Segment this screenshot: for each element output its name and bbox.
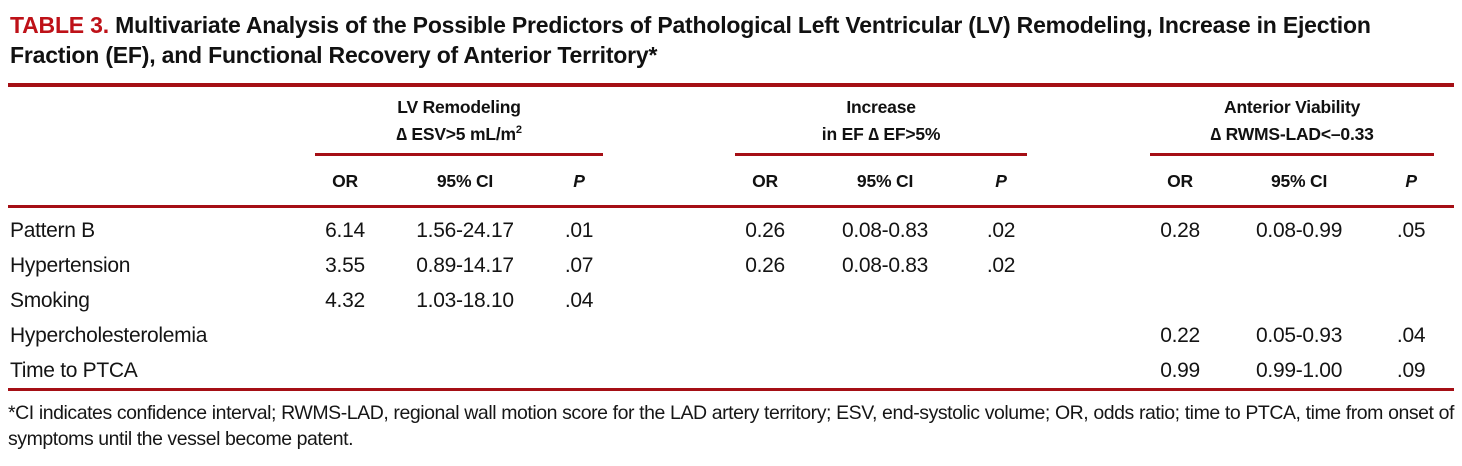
row-label: Time to PTCA: [10, 358, 138, 382]
bottom-rule: [8, 387, 1454, 391]
cell-p: [535, 318, 623, 353]
row-label: Hypertension: [10, 253, 131, 277]
cell-or: 0.26: [745, 253, 785, 277]
column-header-row: OR 95% CI P OR 95% CI P OR 95% CI P: [8, 155, 1455, 208]
cell-ci: 1.56-24.17: [416, 218, 514, 242]
cell-gap: [1047, 353, 1130, 388]
table-row-hypercholesterolemia: Hypercholesterolemia 0.22 0.05-0.93 .04: [8, 318, 1454, 353]
col-header-p-3: P: [1368, 155, 1455, 208]
table-number: TABLE 3.: [10, 12, 109, 38]
group-header-spacer: [8, 87, 295, 156]
footnote: *CI indicates confidence interval; RWMS-…: [8, 401, 1454, 450]
cell-or: [715, 283, 815, 318]
col-header-or-1: OR: [295, 155, 395, 208]
group-header-lv-remodeling: LV Remodeling ∆ ESV>5 mL/m2: [295, 87, 623, 156]
cell-gap: [623, 283, 715, 318]
col-header-or-3: OR: [1130, 155, 1231, 208]
col-header-p-1: P: [535, 155, 624, 208]
cell-or: [715, 318, 815, 353]
cell-or: [1130, 248, 1230, 283]
group-header-increase-ef: Increase in EF ∆ EF>5%: [715, 87, 1047, 156]
group-header-row: LV Remodeling ∆ ESV>5 mL/m2 Increase in …: [8, 87, 1454, 156]
group-header-anterior-viability: Anterior Viability ∆ RWMS-LAD<–0.33: [1130, 87, 1454, 156]
cell-ci: 0.08-0.99: [1256, 218, 1343, 242]
cell-or: [1130, 283, 1230, 318]
cell-p: [955, 353, 1047, 388]
cell-ci: 0.99-1.00: [1256, 358, 1343, 382]
group-title-increase-ef: Increase in EF ∆ EF>5%: [821, 97, 941, 144]
cell-or: 3.55: [325, 253, 365, 277]
cell-p: [1368, 248, 1454, 283]
cell-gap: [623, 206, 715, 248]
cell-p: .07: [564, 253, 594, 277]
cell-p: .09: [1396, 358, 1426, 382]
cell-ci: 0.05-0.93: [1256, 323, 1343, 347]
group-gap: [1047, 87, 1130, 156]
table-title: TABLE 3. Multivariate Analysis of the Po…: [8, 10, 1410, 70]
column-gap: [623, 155, 716, 208]
group-underline-2: [735, 152, 1028, 156]
cell-gap: [1047, 248, 1130, 283]
cell-ci: 1.03-18.10: [416, 288, 514, 312]
group-gap: [623, 87, 715, 156]
top-rule: [8, 83, 1454, 87]
cell-ci: [815, 353, 955, 388]
col-header-ci-1: 95% CI: [395, 155, 535, 208]
column-header-spacer: [8, 155, 295, 208]
col-header-ci-3: 95% CI: [1230, 155, 1369, 208]
cell-or: [295, 318, 395, 353]
cell-gap: [1047, 318, 1130, 353]
column-gap: [1047, 155, 1131, 208]
cell-p: .01: [564, 218, 594, 242]
cell-p: .02: [986, 218, 1016, 242]
cell-gap: [1047, 283, 1130, 318]
table-title-text: Multivariate Analysis of the Possible Pr…: [10, 12, 1371, 68]
cell-or: 0.22: [1160, 323, 1200, 347]
cell-or: 0.28: [1160, 218, 1200, 242]
cell-ci: [1230, 248, 1368, 283]
cell-ci: [395, 353, 535, 388]
group-underline-3: [1150, 152, 1435, 156]
cell-gap: [1047, 206, 1130, 248]
cell-ci: 0.89-14.17: [416, 253, 514, 277]
cell-or: [715, 353, 815, 388]
group-title-anterior-viability: Anterior Viability ∆ RWMS-LAD<–0.33: [1210, 97, 1374, 144]
cell-ci: 0.08-0.83: [842, 218, 929, 242]
data-table: LV Remodeling ∆ ESV>5 mL/m2 Increase in …: [8, 87, 1455, 388]
cell-gap: [623, 248, 715, 283]
cell-ci: [395, 318, 535, 353]
cell-gap: [623, 318, 715, 353]
cell-or: 0.26: [745, 218, 785, 242]
cell-ci: [815, 283, 955, 318]
cell-ci: [815, 318, 955, 353]
cell-ci: 0.08-0.83: [842, 253, 929, 277]
cell-p: [535, 353, 623, 388]
cell-p: .02: [986, 253, 1016, 277]
row-label: Smoking: [10, 288, 90, 312]
col-header-p-2: P: [955, 155, 1048, 208]
cell-p: .04: [1396, 323, 1426, 347]
cell-p: .05: [1396, 218, 1426, 242]
table-row-smoking: Smoking 4.32 1.03-18.10 .04: [8, 283, 1454, 318]
cell-ci: [1230, 283, 1368, 318]
cell-p: [955, 283, 1047, 318]
table-row-pattern-b: Pattern B 6.14 1.56-24.17 .01 0.26 0.08-…: [8, 206, 1454, 248]
cell-p: [1368, 283, 1454, 318]
group-title-lv-remodeling: LV Remodeling ∆ ESV>5 mL/m2: [396, 97, 522, 144]
col-header-or-2: OR: [715, 155, 816, 208]
cell-gap: [623, 353, 715, 388]
cell-or: 4.32: [325, 288, 365, 312]
row-label: Hypercholesterolemia: [10, 323, 208, 347]
row-label: Pattern B: [10, 218, 95, 242]
cell-or: [295, 353, 395, 388]
group-underline-1: [315, 152, 604, 156]
col-header-ci-2: 95% CI: [815, 155, 956, 208]
table-row-hypertension: Hypertension 3.55 0.89-14.17 .07 0.26 0.…: [8, 248, 1454, 283]
cell-p: [955, 318, 1047, 353]
table-row-time-to-ptca: Time to PTCA 0.99 0.99-1.00 .09: [8, 353, 1454, 388]
cell-or: 0.99: [1160, 358, 1200, 382]
cell-p: .04: [564, 288, 594, 312]
cell-or: 6.14: [325, 218, 365, 242]
